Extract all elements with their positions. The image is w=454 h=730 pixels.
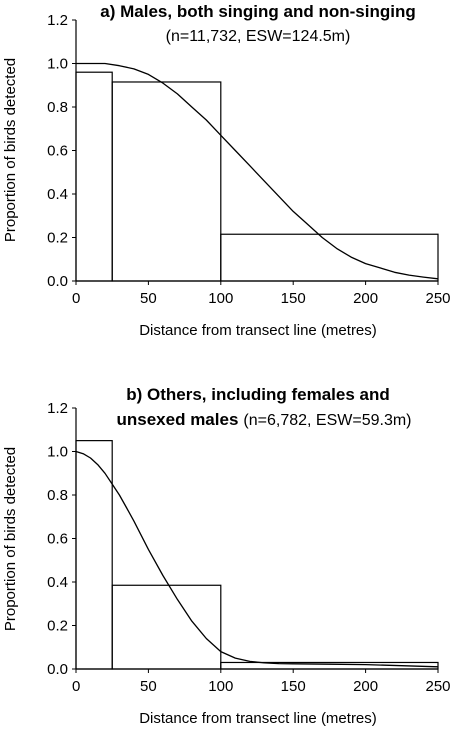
chart-b-title-line2-bold: unsexed males	[117, 410, 239, 429]
chart-a-xlabel: Distance from transect line (metres)	[139, 322, 377, 339]
chart-b-subtitle: (n=6,782, ESW=59.3m)	[243, 412, 411, 429]
chart-b-y-tick-label: 1.0	[47, 444, 68, 461]
chart-a-y-tick-label: 1.2	[47, 12, 68, 29]
chart-b-x-tick-label: 200	[353, 678, 378, 695]
chart-a-bar	[111, 81, 222, 282]
chart-a-plot: 0.0 0.2 0.4 0.6 0.8 1.0 1.2 0 50 100 150 200 250	[47, 12, 450, 307]
chart-b-detection-curve	[75, 450, 439, 668]
chart-b-bar	[111, 584, 222, 670]
chart-b-plot: 0.0 0.2 0.4 0.6 0.8 1.0 1.2 0 50 100 150 200 250	[47, 400, 450, 695]
chart-a-bar	[220, 233, 439, 282]
chart-a-x-tick-label: 100	[208, 290, 233, 307]
chart-a-detection-curve	[76, 62, 439, 280]
chart-b-xlabel: Distance from transect line (metres)	[139, 710, 377, 727]
chart-a-y-tick-label: 1.0	[47, 56, 68, 73]
chart-b-y-tick-label: 0.4	[47, 574, 68, 591]
chart-a-y-tick-label: 0.4	[47, 186, 68, 203]
chart-panel-b: b) Others, including females and unsexed…	[2, 385, 451, 727]
chart-a-subtitle: (n=11,732, ESW=124.5m)	[166, 28, 351, 45]
chart-a-ylabel: Proportion of birds detected	[2, 58, 19, 242]
chart-b-x-tick-label: 150	[281, 678, 306, 695]
chart-panel-a: a) Males, both singing and non-singing (…	[2, 2, 451, 339]
chart-b-title-line2: unsexed males (n=6,782, ESW=59.3m)	[117, 410, 412, 429]
chart-b-bar	[220, 661, 439, 670]
chart-b-x-tick-label: 0	[72, 678, 80, 695]
chart-a-x-tick-label: 50	[140, 290, 157, 307]
chart-b-x-tick-label: 250	[425, 678, 450, 695]
chart-b-y-tick-label: 0.0	[47, 661, 68, 678]
chart-a-y-tick-label: 0.2	[47, 230, 68, 247]
chart-b-x-tick-label: 50	[140, 678, 157, 695]
chart-a-y-tick-label: 0.8	[47, 99, 68, 116]
chart-b-ylabel: Proportion of birds detected	[2, 447, 19, 631]
chart-b-title-line1: b) Others, including females and	[126, 385, 390, 404]
chart-b-y-tick-label: 1.2	[47, 400, 68, 417]
chart-a-x-tick-label: 0	[72, 290, 80, 307]
chart-b-y-tick-label: 0.6	[47, 531, 68, 548]
chart-a-x-tick-label: 150	[281, 290, 306, 307]
chart-a-bar	[75, 71, 113, 282]
chart-b-x-tick-label: 100	[208, 678, 233, 695]
chart-a-title: a) Males, both singing and non-singing	[100, 2, 415, 21]
chart-a-x-tick-label: 250	[425, 290, 450, 307]
chart-a-x-tick-label: 200	[353, 290, 378, 307]
chart-b-y-tick-label: 0.8	[47, 487, 68, 504]
chart-a-y-tick-label: 0.0	[47, 273, 68, 290]
chart-b-bar	[75, 440, 113, 670]
chart-a-y-tick-label: 0.6	[47, 143, 68, 160]
chart-b-y-tick-label: 0.2	[47, 618, 68, 635]
